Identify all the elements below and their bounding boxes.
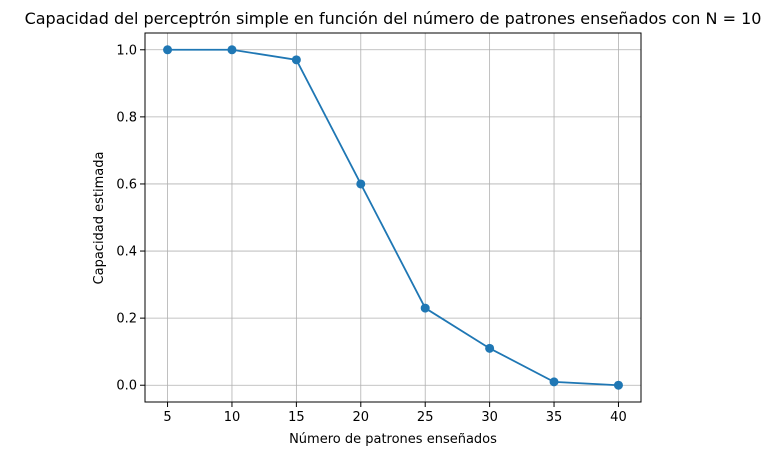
data-point: [485, 343, 495, 353]
series-group: [163, 45, 623, 390]
x-ticks: 5 10 15 20 25 30 35 40: [163, 402, 627, 425]
y-tick-label: 0.4: [116, 245, 137, 260]
x-tick-label: 30: [481, 410, 498, 425]
plot-frame: [144, 32, 642, 403]
data-point: [291, 55, 301, 65]
chart-title: Capacidad del perceptrón simple en funci…: [25, 9, 762, 28]
y-tick-label: 0.0: [116, 379, 137, 394]
x-tick-label: 40: [610, 410, 627, 425]
data-point: [420, 303, 430, 313]
y-ticks: 0.0 0.2 0.4 0.6 0.8 1.0: [116, 43, 145, 394]
data-point: [163, 45, 173, 55]
data-point: [227, 45, 237, 55]
x-tick-label: 5: [163, 410, 171, 425]
x-tick-label: 25: [417, 410, 434, 425]
data-point: [549, 377, 559, 387]
y-axis-label: Capacidad estimada: [92, 152, 107, 285]
grid: [145, 33, 641, 402]
y-tick-label: 0.8: [116, 110, 137, 125]
series-line: [167, 48, 619, 387]
y-tick-label: 0.6: [116, 177, 137, 192]
data-point: [356, 179, 366, 189]
x-tick-label: 35: [546, 410, 563, 425]
x-tick-label: 10: [224, 410, 241, 425]
y-tick-label: 0.2: [116, 312, 137, 327]
y-tick-label: 1.0: [116, 43, 137, 58]
x-tick-label: 20: [353, 410, 370, 425]
x-tick-label: 15: [288, 410, 305, 425]
x-axis-label: Número de patrones enseñados: [289, 432, 497, 447]
data-point: [613, 380, 623, 390]
